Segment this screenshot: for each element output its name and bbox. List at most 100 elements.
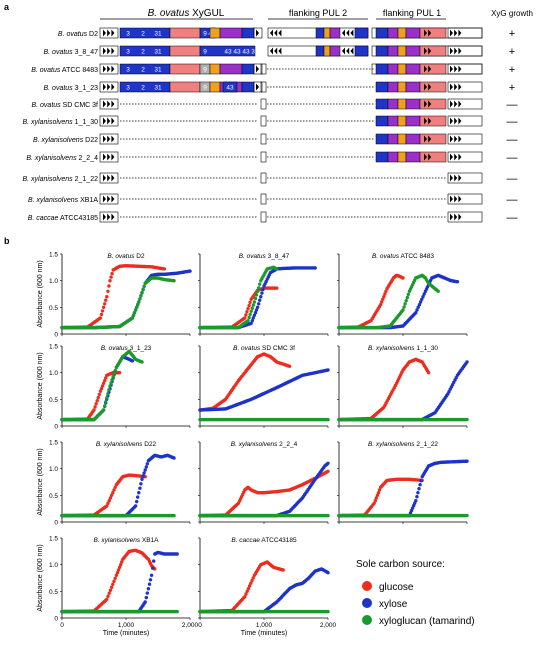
chart-title: B. xylanisolvens 2_1_22 xyxy=(368,441,438,448)
gene-arrow xyxy=(424,100,427,108)
data-point xyxy=(110,271,114,276)
series-xyloglucan xyxy=(198,265,279,330)
data-point xyxy=(130,359,135,363)
data-point xyxy=(105,295,109,299)
x-tick-label: 1,000 xyxy=(256,622,273,629)
contig-frame xyxy=(99,211,119,223)
data-point xyxy=(255,305,260,309)
gene-arrow xyxy=(454,65,458,73)
data-point xyxy=(246,587,251,591)
chart-title: B. xylanisolvens 1_1_30 xyxy=(368,345,438,352)
growth-chart: B. ovatus SD CMC 3f xyxy=(198,345,330,428)
gene-arrow xyxy=(454,195,458,203)
series-xylose xyxy=(198,567,330,614)
gene-arrow xyxy=(454,83,458,91)
data-point xyxy=(378,303,383,307)
data-point xyxy=(175,552,179,556)
y-tick-label: 0.5 xyxy=(49,397,58,404)
gene-arrow xyxy=(450,153,453,161)
series-xylose xyxy=(198,266,317,330)
x-axis-label: Time (minutes) xyxy=(241,630,287,637)
gene-arrow xyxy=(450,100,453,108)
series-glucose xyxy=(337,357,431,422)
data-point xyxy=(139,294,143,298)
gene-block-blue xyxy=(375,151,389,163)
gene-block-red xyxy=(169,63,201,75)
gene-block-orange xyxy=(209,27,221,39)
series-glucose xyxy=(60,548,157,614)
gene-label: 43 xyxy=(226,85,234,92)
gene-label: 31 xyxy=(154,31,162,38)
data-point xyxy=(258,282,262,286)
contig-frame xyxy=(99,172,119,184)
gene-arrow xyxy=(103,47,106,55)
series-xyloglucan xyxy=(60,513,176,518)
data-point xyxy=(401,308,405,312)
gene-arrow xyxy=(111,195,115,203)
strain-name: B. ovatus 3_8_47 xyxy=(44,49,99,56)
x-axis-label: Time (minutes) xyxy=(103,630,149,637)
data-point xyxy=(109,585,114,589)
contig-frame xyxy=(260,63,267,75)
gene-block-orange xyxy=(397,98,407,110)
data-point xyxy=(141,474,145,478)
data-point xyxy=(108,384,112,388)
y-tick-label: 1.0 xyxy=(49,562,58,569)
gene-arrow xyxy=(274,29,278,37)
data-point xyxy=(326,461,330,465)
panel-a-label: a xyxy=(4,2,10,12)
xygul-header: B. ovatus XyGUL xyxy=(148,8,225,19)
gene-block-purple xyxy=(405,63,421,75)
data-point xyxy=(249,321,253,325)
gene-arrow xyxy=(458,65,462,73)
gene-block-red xyxy=(419,133,447,145)
data-point xyxy=(101,408,106,412)
data-point xyxy=(250,319,254,323)
data-point xyxy=(103,302,107,306)
gene-label: 2 xyxy=(141,31,145,38)
data-point xyxy=(114,573,119,577)
series-xylose xyxy=(60,453,176,518)
strain-row: B. ovatus 3_1_23 3 2 31 9 43 + xyxy=(44,81,515,94)
gene-arrow xyxy=(454,153,458,161)
gene-arrow xyxy=(111,100,115,108)
data-point xyxy=(117,565,122,569)
y-axis-label: Absorbance (600 nm) xyxy=(37,448,44,515)
data-point xyxy=(254,293,259,297)
contig-frame xyxy=(99,151,119,163)
growth-header: XyG growth xyxy=(491,9,533,18)
data-point xyxy=(418,483,422,487)
contig-frame xyxy=(99,98,119,110)
data-point xyxy=(246,319,250,323)
data-point xyxy=(132,311,137,315)
contig-frame xyxy=(447,151,483,163)
gene-block-red xyxy=(419,115,447,127)
gene-block-purple xyxy=(387,98,399,110)
gene-arrow xyxy=(424,153,427,161)
contig-frame xyxy=(260,151,267,163)
contig-frame xyxy=(260,211,267,223)
contig-frame xyxy=(260,193,267,205)
gene-block-blue xyxy=(315,27,325,39)
data-point xyxy=(383,292,387,296)
gene-label: 9 xyxy=(203,67,207,74)
contig-frame xyxy=(447,133,483,145)
data-point xyxy=(172,513,176,518)
series-xyloglucan xyxy=(60,609,179,614)
data-point xyxy=(108,496,113,500)
gene-block-orange xyxy=(209,63,221,75)
gene-block-blue xyxy=(375,98,389,110)
growth-result: — xyxy=(507,134,518,146)
data-point xyxy=(152,559,156,563)
growth-result: — xyxy=(507,212,518,224)
y-tick-label: 0.5 xyxy=(49,305,58,312)
gene-arrow xyxy=(278,29,282,37)
legend: Sole carbon source: glucose xylose xylogluc… xyxy=(356,559,475,627)
growth-result: + xyxy=(509,28,515,40)
data-point xyxy=(139,482,143,486)
data-point xyxy=(101,381,106,385)
series-xyloglucan xyxy=(337,417,469,422)
data-point xyxy=(326,368,330,372)
data-point xyxy=(105,504,109,508)
gene-arrow xyxy=(450,65,453,73)
